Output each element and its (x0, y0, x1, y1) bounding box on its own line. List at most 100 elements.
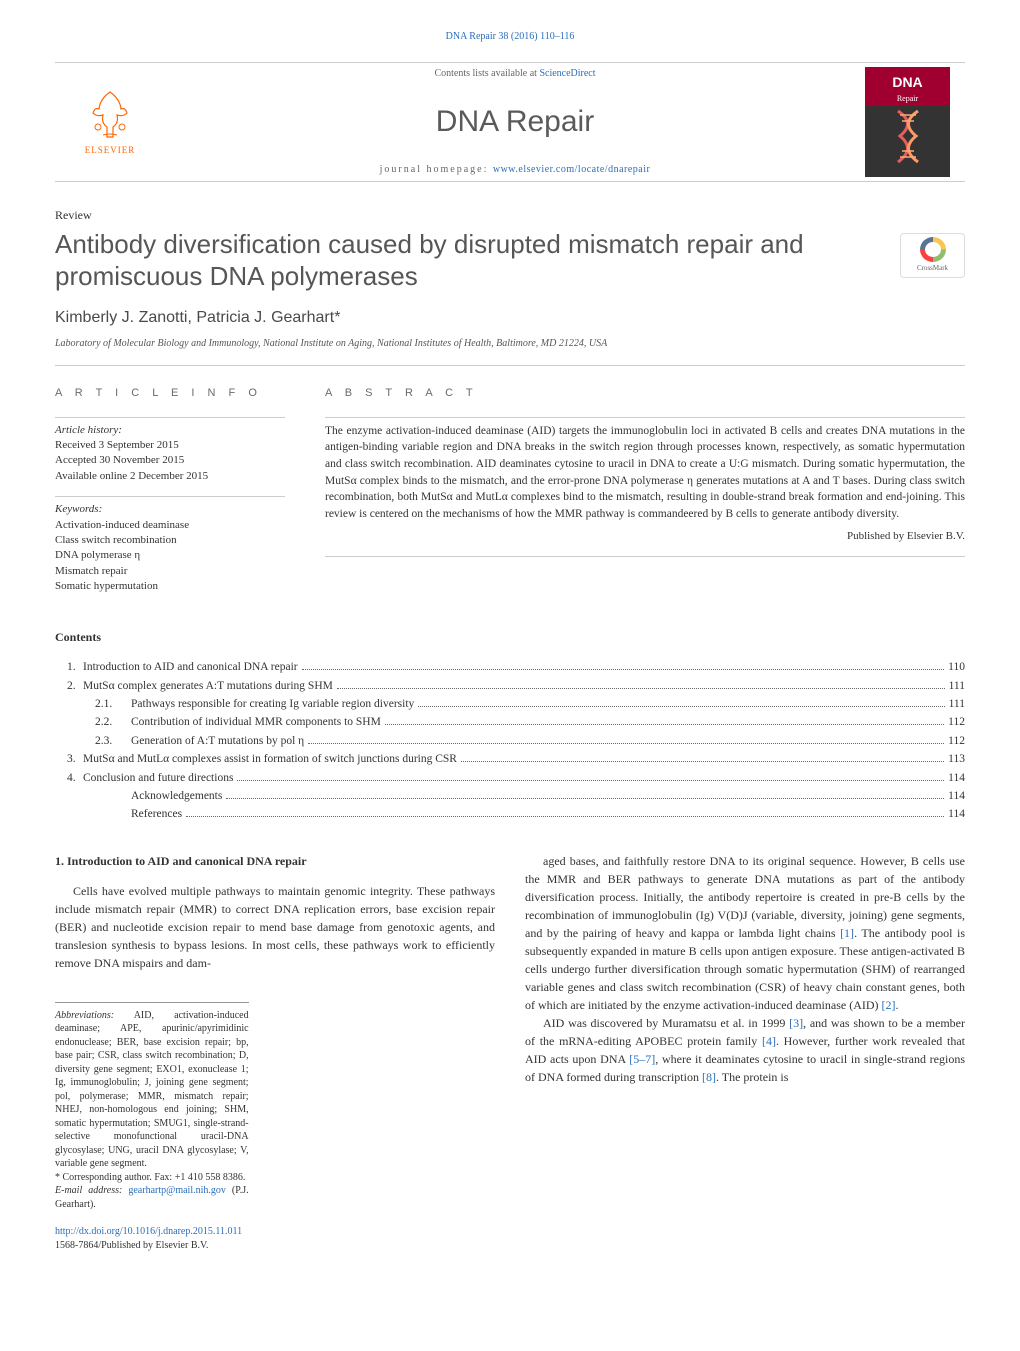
toc-number: 3. (55, 750, 83, 768)
contents-section: Contents 1.Introduction to AID and canon… (55, 629, 965, 823)
abstract-heading: A B S T R A C T (325, 386, 965, 401)
abstract-divider (325, 417, 965, 418)
footer-meta: http://dx.doi.org/10.1016/j.dnarep.2015.… (55, 1225, 495, 1252)
sciencedirect-link[interactable]: ScienceDirect (539, 68, 595, 79)
abstract-block: A B S T R A C T The enzyme activation-in… (325, 386, 965, 594)
abstract-divider (325, 556, 965, 557)
toc-number: 2. (55, 677, 83, 695)
keyword: Mismatch repair (55, 564, 285, 579)
published-by: Published by Elsevier B.V. (325, 529, 965, 544)
article-info-block: A R T I C L E I N F O Article history: R… (55, 386, 285, 594)
toc-page: 112 (948, 732, 965, 750)
toc-line: 3.MutSα and MutLα complexes assist in fo… (55, 750, 965, 768)
dna-helix-icon (888, 109, 928, 164)
toc-page: 114 (948, 769, 965, 787)
toc-leader (385, 724, 944, 725)
citation-link[interactable]: [4] (762, 1034, 776, 1048)
body-columns: 1. Introduction to AID and canonical DNA… (55, 852, 965, 1253)
toc-line: Acknowledgements 114 (55, 787, 965, 805)
abbreviations-text: AID, activation-induced deaminase; APE, … (55, 1010, 249, 1170)
journal-name: DNA Repair (165, 101, 865, 143)
toc-text: Conclusion and future directions (83, 769, 233, 787)
body-paragraph: Cells have evolved multiple pathways to … (55, 882, 495, 972)
toc-text: Pathways responsible for creating Ig var… (131, 695, 414, 713)
history-accepted: Accepted 30 November 2015 (55, 453, 285, 468)
article-info-heading: A R T I C L E I N F O (55, 386, 285, 401)
toc-leader (461, 761, 944, 762)
info-divider (55, 417, 285, 418)
toc-line: 2.MutSα complex generates A:T mutations … (55, 677, 965, 695)
crossmark-badge[interactable]: CrossMark (900, 233, 965, 278)
citation-link[interactable]: [2] (882, 998, 896, 1012)
toc-page: 114 (948, 787, 965, 805)
right-column: aged bases, and faithfully restore DNA t… (525, 852, 965, 1253)
toc-line: 2.1.Pathways responsible for creating Ig… (55, 695, 965, 713)
article-title: Antibody diversification caused by disru… (55, 228, 880, 293)
publisher-name: ELSEVIER (85, 144, 136, 157)
toc-leader (237, 780, 944, 781)
toc-page: 111 (949, 677, 965, 695)
body-paragraph: aged bases, and faithfully restore DNA t… (525, 852, 965, 1014)
section-1-heading: 1. Introduction to AID and canonical DNA… (55, 852, 495, 870)
crossmark-label: CrossMark (917, 264, 948, 274)
text-run: . (896, 998, 899, 1012)
article-history-label: Article history: (55, 423, 285, 438)
citation-link[interactable]: [1] (840, 926, 854, 940)
email-label: E-mail address: (55, 1185, 128, 1196)
toc-line: 2.2.Contribution of individual MMR compo… (55, 713, 965, 731)
journal-homepage-link[interactable]: www.elsevier.com/locate/dnarepair (493, 164, 650, 175)
divider (55, 365, 965, 366)
history-received: Received 3 September 2015 (55, 438, 285, 453)
footnotes-block: Abbreviations: AID, activation-induced d… (55, 1002, 249, 1212)
journal-cover-thumbnail: DNA Repair (865, 67, 950, 177)
toc-line: 4.Conclusion and future directions 114 (55, 769, 965, 787)
toc-number: 2.2. (95, 713, 131, 731)
toc-line: 2.3.Generation of A:T mutations by pol η… (55, 732, 965, 750)
left-column: 1. Introduction to AID and canonical DNA… (55, 852, 495, 1253)
affiliation: Laboratory of Molecular Biology and Immu… (55, 337, 965, 351)
toc-container: 1.Introduction to AID and canonical DNA … (55, 658, 965, 824)
keyword: Somatic hypermutation (55, 579, 285, 594)
toc-page: 113 (948, 750, 965, 768)
contents-prefix: Contents lists available at (434, 68, 539, 79)
history-online: Available online 2 December 2015 (55, 469, 285, 484)
body-paragraph: AID was discovered by Muramatsu et al. i… (525, 1014, 965, 1086)
toc-leader (337, 688, 945, 689)
toc-text: Acknowledgements (131, 787, 222, 805)
toc-line: 1.Introduction to AID and canonical DNA … (55, 658, 965, 676)
email-line: E-mail address: gearhartp@mail.nih.gov (… (55, 1184, 249, 1211)
citation-link[interactable]: [8] (702, 1070, 716, 1084)
toc-number: 1. (55, 658, 83, 676)
keywords-label: Keywords: (55, 502, 285, 517)
toc-leader (186, 816, 944, 817)
journal-citation: DNA Repair 38 (2016) 110–116 (55, 30, 965, 44)
homepage-prefix: journal homepage: (380, 164, 493, 175)
contents-heading: Contents (55, 629, 965, 646)
toc-leader (302, 669, 945, 670)
toc-number: 2.3. (95, 732, 131, 750)
toc-text: MutSα complex generates A:T mutations du… (83, 677, 333, 695)
citation-link[interactable]: [5–7] (629, 1052, 655, 1066)
toc-page: 111 (949, 695, 965, 713)
issn-line: 1568-7864/Published by Elsevier B.V. (55, 1239, 495, 1253)
keyword: DNA polymerase η (55, 548, 285, 563)
journal-homepage-line: journal homepage: www.elsevier.com/locat… (165, 163, 865, 177)
toc-line: References114 (55, 805, 965, 823)
masthead-center: Contents lists available at ScienceDirec… (165, 57, 865, 187)
author-email-link[interactable]: gearhartp@mail.nih.gov (128, 1185, 226, 1196)
toc-text: References (131, 805, 182, 823)
toc-leader (308, 743, 944, 744)
doi-link[interactable]: http://dx.doi.org/10.1016/j.dnarep.2015.… (55, 1226, 242, 1237)
article-type: Review (55, 207, 965, 224)
keyword: Class switch recombination (55, 533, 285, 548)
corresponding-author: * Corresponding author. Fax: +1 410 558 … (55, 1171, 249, 1185)
toc-text: MutSα and MutLα complexes assist in form… (83, 750, 457, 768)
toc-page: 110 (948, 658, 965, 676)
toc-number: 4. (55, 769, 83, 787)
abbreviations: Abbreviations: AID, activation-induced d… (55, 1009, 249, 1171)
toc-leader (418, 706, 944, 707)
citation-link[interactable]: [3] (789, 1016, 803, 1030)
text-run: . The protein is (716, 1070, 788, 1084)
keyword: Activation-induced deaminase (55, 518, 285, 533)
abstract-text: The enzyme activation-induced deaminase … (325, 423, 965, 523)
